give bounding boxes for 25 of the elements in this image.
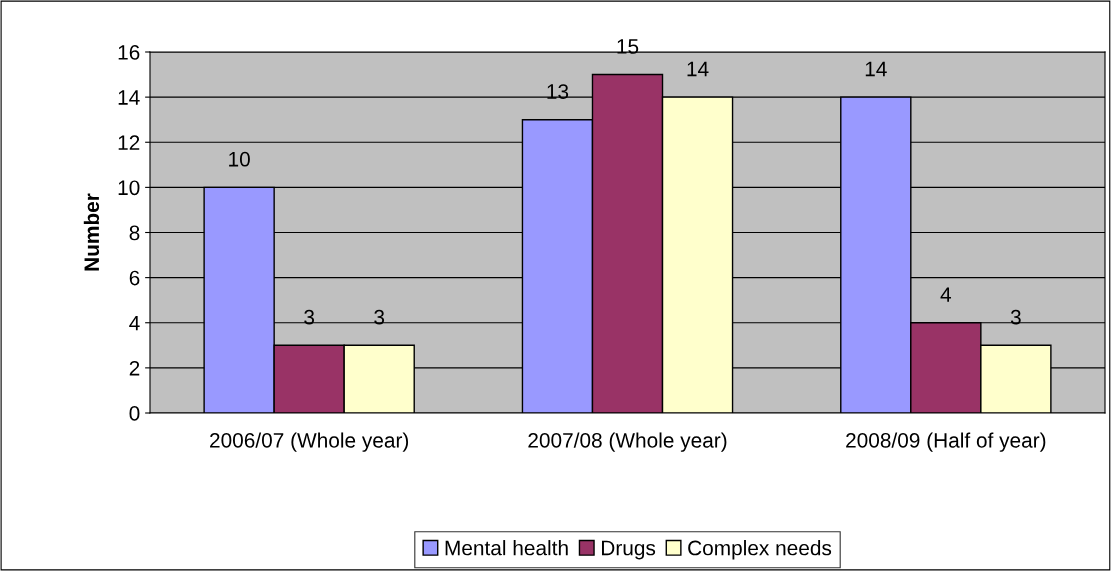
y-tick-label: 4 (129, 315, 140, 331)
y-tick-label: 2 (129, 360, 140, 376)
data-label: 10 (229, 151, 250, 167)
y-tick-label: 14 (118, 90, 140, 105)
y-tick-label: 0 (129, 406, 140, 421)
y-tick-label: 12 (118, 135, 140, 150)
legend-label: Drugs (602, 540, 656, 560)
y-tick-label: 6 (129, 270, 140, 286)
x-tick-label: 2006/07 (Whole year) (210, 432, 409, 452)
y-tick-label: 16 (118, 45, 140, 60)
data-label: 14 (865, 61, 887, 77)
x-tick-label: 2008/09 (Half of year) (846, 432, 1046, 452)
legend-label: Mental health (445, 540, 568, 556)
data-label: 3 (304, 309, 315, 325)
data-label: 14 (687, 61, 709, 77)
data-label: 3 (374, 309, 385, 325)
data-label: 15 (617, 39, 639, 54)
data-label: 3 (1010, 309, 1021, 325)
y-tick-label: 10 (118, 180, 140, 196)
legend-label: Complex needs (688, 540, 832, 560)
data-label: 13 (547, 84, 569, 99)
y-tick-label: 8 (129, 225, 140, 241)
y-axis-title: Number (83, 193, 100, 271)
x-tick-label: 2007/08 (Whole year) (528, 432, 727, 452)
data-label: 4 (940, 287, 952, 302)
